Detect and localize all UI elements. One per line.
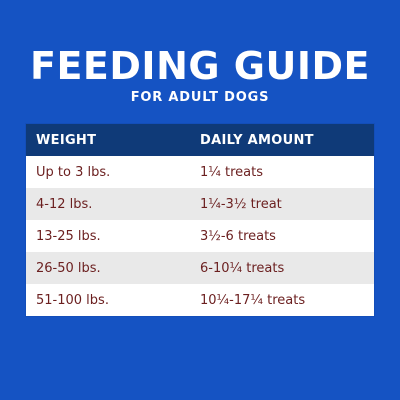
table-row: 51-100 lbs. 10¼-17¼ treats	[26, 284, 374, 316]
amount-cell: 10¼-17¼ treats	[200, 292, 306, 308]
weight-cell: 51-100 lbs.	[36, 292, 109, 308]
amount-cell: 1¼-3½ treat	[200, 196, 282, 212]
feeding-table: WEIGHT DAILY AMOUNT Up to 3 lbs. 1¼ trea…	[26, 124, 374, 316]
amount-cell: 6-10¼ treats	[200, 260, 285, 276]
table-header-daily-amount: DAILY AMOUNT	[200, 132, 314, 148]
table-row: Up to 3 lbs. 1¼ treats	[26, 156, 374, 188]
table-row: 4-12 lbs. 1¼-3½ treat	[26, 188, 374, 220]
weight-cell: 13-25 lbs.	[36, 228, 101, 244]
weight-cell: 26-50 lbs.	[36, 260, 101, 276]
page-subtitle: FOR ADULT DOGS	[130, 90, 270, 105]
table-header-row: WEIGHT DAILY AMOUNT	[26, 124, 374, 156]
page-title: FEEDING GUIDE	[30, 44, 370, 88]
table-row: 13-25 lbs. 3½-6 treats	[26, 220, 374, 252]
weight-cell: Up to 3 lbs.	[36, 164, 111, 180]
amount-cell: 3½-6 treats	[200, 228, 276, 244]
amount-cell: 1¼ treats	[200, 164, 263, 180]
table-row: 26-50 lbs. 6-10¼ treats	[26, 252, 374, 284]
weight-cell: 4-12 lbs.	[36, 196, 93, 212]
table-header-weight: WEIGHT	[36, 132, 97, 148]
